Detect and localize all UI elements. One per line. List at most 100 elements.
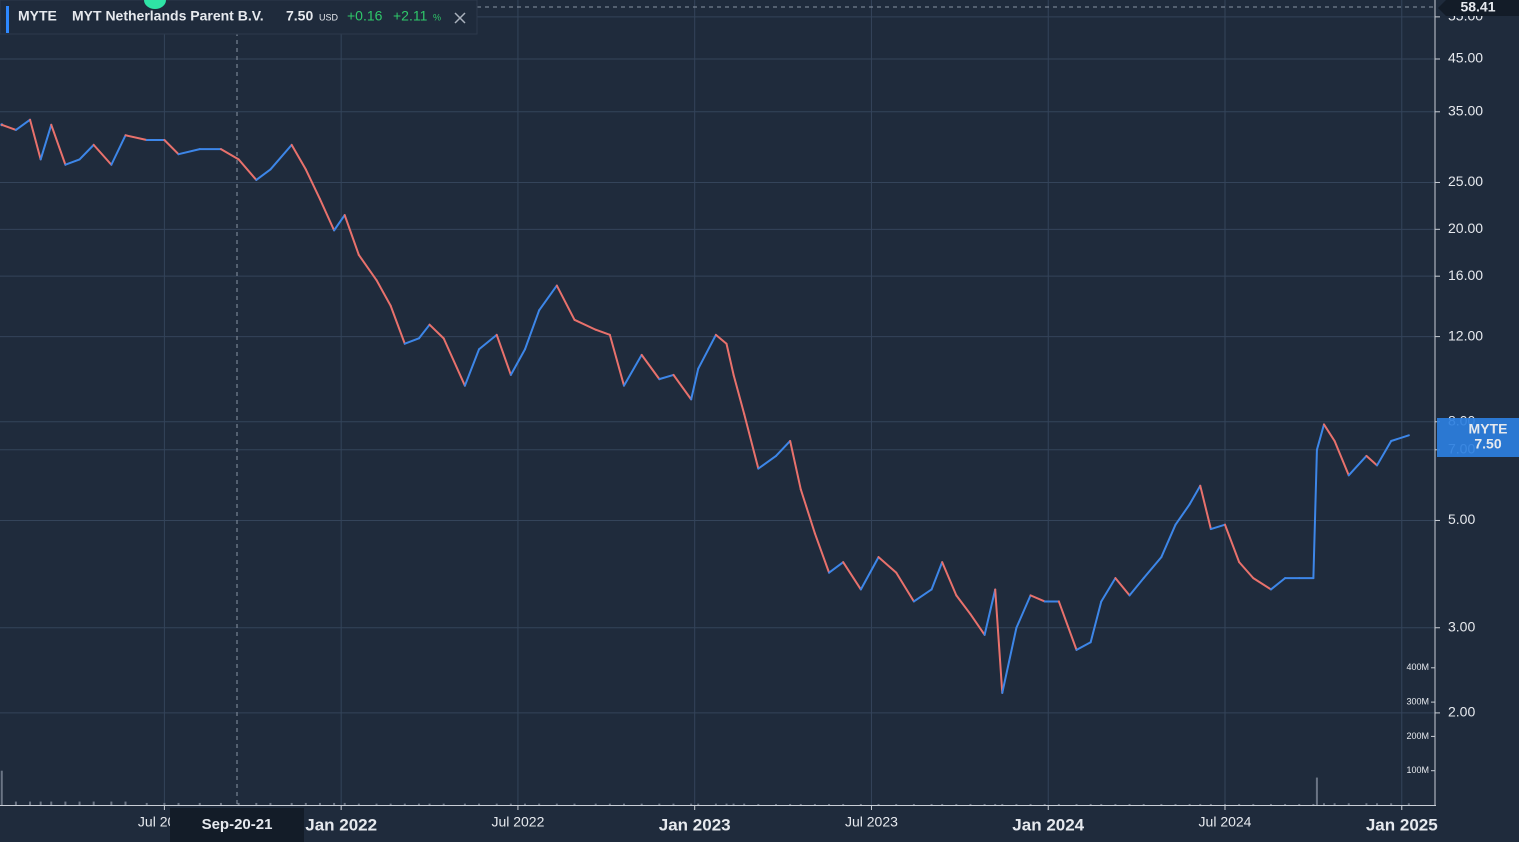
- volume-bar: [357, 803, 360, 805]
- volume-bar: [375, 803, 378, 805]
- volume-bar: [219, 802, 222, 805]
- volume-bar: [1114, 803, 1117, 805]
- price-segment: [478, 333, 498, 351]
- price-segment: [389, 304, 406, 345]
- price-segment: [983, 588, 997, 636]
- price-segment: [672, 373, 693, 401]
- volume-bar: [29, 801, 32, 805]
- volume-bar: [895, 803, 898, 805]
- price-segment: [594, 328, 611, 336]
- price-segment: [1376, 439, 1393, 467]
- price-segment: [1160, 523, 1177, 559]
- price-segment: [255, 168, 272, 181]
- volume-bar: [622, 803, 625, 805]
- volume-bar: [555, 803, 558, 805]
- price-segment: [789, 439, 802, 491]
- x-tick-label: Jul 2023: [845, 814, 898, 830]
- volume-bar: [39, 801, 42, 805]
- volume-bar: [1001, 803, 1004, 805]
- y-tick-label: 45.00: [1448, 50, 1483, 66]
- crosshair-date-label: Sep-20-21: [170, 808, 304, 842]
- volume-bar: [1057, 803, 1060, 805]
- volume-bar: [177, 802, 180, 805]
- price-segment: [608, 333, 625, 387]
- price-segment: [1315, 423, 1325, 451]
- x-tick-label: Jan 2024: [1012, 815, 1084, 834]
- price-segment: [1114, 577, 1131, 597]
- price-segment: [1347, 454, 1368, 477]
- price-segment: [859, 556, 880, 591]
- close-button[interactable]: [454, 12, 466, 24]
- volume-bar: [1238, 803, 1241, 805]
- volume-bar: [994, 803, 997, 805]
- price-segment: [375, 279, 392, 307]
- header-box: [0, 0, 478, 35]
- volume-bar: [813, 803, 816, 805]
- price-segment: [690, 367, 700, 401]
- price-segment: [357, 253, 378, 282]
- volume-bar: [828, 803, 831, 805]
- price-segment: [1390, 434, 1410, 442]
- price-segment: [1269, 577, 1287, 591]
- volume-bar: [573, 803, 576, 805]
- price-segment: [0, 123, 17, 131]
- last-price-value: 7.50: [1474, 436, 1501, 452]
- price-segment: [828, 561, 845, 574]
- volume-bar: [269, 802, 272, 805]
- volume-bar: [877, 803, 880, 805]
- plot: [0, 118, 1410, 805]
- crosshair-date: Sep-20-21: [202, 816, 273, 833]
- price-segment: [994, 588, 1004, 694]
- volume-bar: [495, 803, 498, 805]
- axes: 2.003.005.007.008.0012.0016.0020.0025.00…: [138, 8, 1483, 835]
- volume-bar: [14, 801, 17, 805]
- volume-bar: [697, 803, 700, 805]
- volume-bar: [941, 803, 944, 805]
- y-tick-label: 25.00: [1448, 173, 1483, 189]
- last-price-box: [1437, 418, 1519, 457]
- x-tick-label: Jan 2025: [1366, 815, 1438, 834]
- price-segment: [895, 571, 915, 603]
- company: MYT Netherlands Parent B.V.: [72, 8, 264, 24]
- price-segment: [622, 353, 643, 387]
- volume-bar: [743, 803, 746, 805]
- price-segment: [463, 348, 481, 387]
- volume-bar: [1174, 803, 1177, 805]
- volume-bar: [1365, 803, 1368, 805]
- crosshair-price: 58.41: [1460, 0, 1495, 15]
- price-segment: [219, 148, 240, 161]
- volume-bar: [1269, 803, 1272, 805]
- price-segment: [1128, 577, 1145, 597]
- price-segment: [177, 148, 201, 156]
- price-segment: [877, 556, 898, 574]
- price-segment: [775, 439, 792, 457]
- change-percent: +2.11: [393, 8, 428, 24]
- volume-bar: [343, 802, 346, 805]
- volume-bar: [290, 802, 293, 805]
- volume-bar: [1284, 803, 1287, 805]
- price: 7.50: [286, 8, 313, 24]
- price-segment: [912, 588, 933, 603]
- header: MYTE MYT Netherlands Parent B.V. 7.50 US…: [0, 0, 478, 35]
- volume-bar: [672, 803, 675, 805]
- price-segment: [969, 613, 986, 636]
- price-segment: [237, 158, 258, 181]
- volume-bar: [78, 801, 81, 805]
- volume-bar: [1298, 803, 1301, 805]
- volume-bar: [1043, 803, 1046, 805]
- volume-bar: [1407, 803, 1410, 805]
- volume-bar: [1188, 803, 1191, 805]
- volume-bar: [955, 803, 958, 805]
- price-segment: [124, 134, 148, 142]
- price-segment: [538, 284, 558, 312]
- price-segment: [1209, 523, 1226, 531]
- volume-bar: [608, 803, 611, 805]
- volume-bar: [64, 801, 67, 805]
- x-tick-label: Jul 2022: [491, 814, 544, 830]
- volume-bar: [690, 803, 693, 805]
- volume-bar: [403, 803, 406, 805]
- volume-bar: [912, 803, 915, 805]
